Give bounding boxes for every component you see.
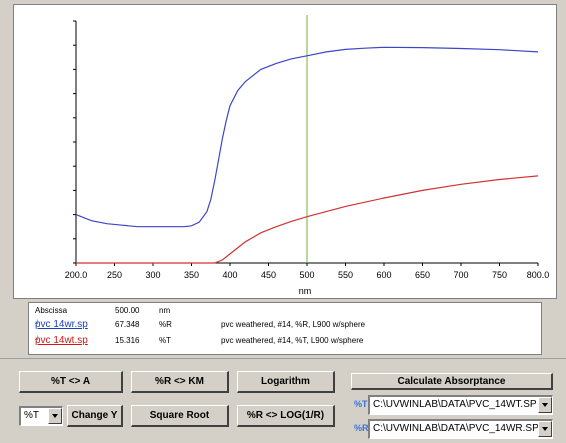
y-mode-select[interactable]: %T	[19, 406, 63, 426]
transmittance-description: pvc weathered, #14, %T, L900 w/sphere	[221, 336, 364, 345]
abscissa-unit: nm	[159, 306, 171, 315]
reflectance-description: pvc weathered, #14, %R, L900 w/sphere	[221, 320, 366, 329]
square-root-button[interactable]: Square Root	[131, 405, 229, 427]
x-tick-label: 400	[222, 270, 237, 280]
t-file-label: %T	[354, 399, 368, 409]
reflectance-unit: %R	[159, 320, 172, 329]
x-tick-label: 300	[145, 270, 160, 280]
x-tick-label: 200.0	[65, 270, 88, 280]
abscissa-label: Abscissa	[35, 306, 68, 315]
x-tick-label: 750	[492, 270, 507, 280]
x-tick-label: 600	[376, 270, 391, 280]
r-to-log-button[interactable]: %R <> LOG(1/R)	[237, 405, 335, 427]
t-file-select[interactable]: C:\UVWINLAB\DATA\PVC_14WT.SP	[368, 395, 553, 415]
x-tick-label: 450	[261, 270, 276, 280]
chevron-down-icon[interactable]	[48, 408, 62, 424]
reflectance-value: 67.348	[115, 320, 140, 329]
transmittance-series-line	[76, 175, 539, 264]
abscissa-row: Abscissa 500.00 nm	[29, 305, 541, 317]
x-tick-label: 500	[299, 270, 314, 280]
x-tick-label: 700	[453, 270, 468, 280]
transmittance-file-link[interactable]: pvc 14wt.sp	[35, 335, 88, 346]
r-file-select[interactable]: C:\UVWINLAB\DATA\PVC_14WR.SP	[368, 419, 553, 439]
x-tick-label: 650	[415, 270, 430, 280]
r-file-label: %R	[354, 423, 369, 433]
r-file-path: C:\UVWINLAB\DATA\PVC_14WR.SP	[373, 423, 539, 434]
spectrum-chart[interactable]: 200.0 250 300 350 400 450 500 550 600 650 700 750 80…	[14, 5, 556, 298]
x-tick-label: 800.0	[527, 270, 550, 280]
calculate-absorptance-button[interactable]: Calculate Absorptance	[351, 373, 553, 390]
x-tick-label: 550	[338, 270, 353, 280]
x-tick-label: 350	[184, 270, 199, 280]
cursor-info-panel: Abscissa 500.00 nm ┘ pvc 14wr.sp 67.348 …	[28, 302, 542, 355]
transmittance-value: 15.316	[115, 336, 140, 345]
conversion-control-panel: %T <> A %R <> KM Logarithm %T Change Y S…	[0, 358, 566, 443]
file-marker-icon: ┘	[35, 337, 40, 344]
y-mode-value: %T	[24, 410, 39, 421]
x-axis-label: nm	[299, 286, 312, 296]
t-to-a-button[interactable]: %T <> A	[19, 371, 123, 393]
reflectance-file-link[interactable]: pvc 14wr.sp	[35, 319, 88, 330]
transmittance-unit: %T	[159, 336, 171, 345]
file-marker-icon: ┘	[35, 321, 40, 328]
chevron-down-icon[interactable]	[538, 421, 552, 437]
x-tick-label: 250	[107, 270, 122, 280]
transmittance-row[interactable]: ┘ pvc 14wt.sp 15.316 %T pvc weathered, #…	[29, 335, 541, 347]
reflectance-row[interactable]: ┘ pvc 14wr.sp 67.348 %R pvc weathered, #…	[29, 319, 541, 331]
change-y-button[interactable]: Change Y	[67, 405, 123, 427]
r-to-km-button[interactable]: %R <> KM	[131, 371, 229, 393]
t-file-path: C:\UVWINLAB\DATA\PVC_14WT.SP	[373, 399, 537, 410]
logarithm-button[interactable]: Logarithm	[237, 371, 335, 393]
reflectance-series-line	[75, 46, 539, 228]
spectrum-plot-panel[interactable]: 200.0 250 300 350 400 450 500 550 600 650 700 750 80…	[13, 4, 557, 299]
chevron-down-icon[interactable]	[538, 397, 552, 413]
abscissa-value: 500.00	[115, 306, 140, 315]
